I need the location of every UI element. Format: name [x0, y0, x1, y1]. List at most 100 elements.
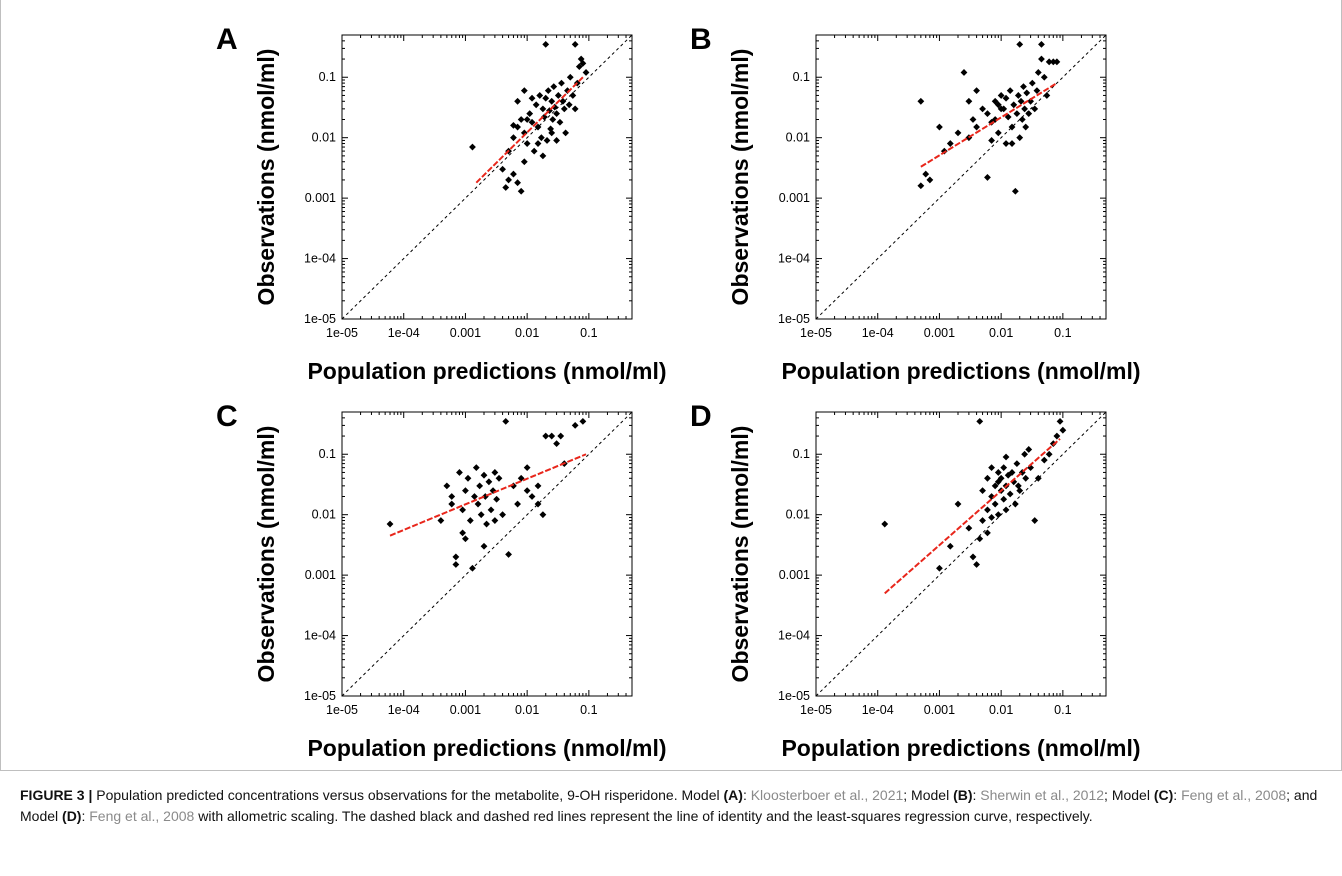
- y-tick-label: 0.01: [786, 131, 810, 145]
- data-point: [556, 118, 564, 126]
- data-point: [976, 535, 984, 543]
- data-point: [994, 511, 1002, 519]
- chart-panel-d: 1e-05 1e-04 0.001 0.01 0.1 1e-05 1e-04 0.001 0.0…: [690, 400, 1141, 761]
- citation-link[interactable]: Sherwin et al., 2012: [980, 787, 1105, 803]
- data-point: [1013, 110, 1021, 118]
- x-tick-label: 0.1: [580, 703, 597, 717]
- data-point: [1002, 94, 1010, 102]
- x-axis-title: Population predictions (nmol/ml): [781, 735, 1140, 761]
- caption-label: FIGURE 3 |: [20, 787, 93, 803]
- x-tick-label: 0.01: [989, 326, 1013, 340]
- data-point: [1034, 474, 1042, 482]
- data-point: [437, 517, 445, 524]
- y-tick-label: 1e-05: [304, 689, 336, 703]
- data-point: [539, 152, 547, 160]
- identity-line: [815, 411, 1107, 697]
- citation-link[interactable]: Feng et al., 2008: [1181, 787, 1287, 803]
- data-point: [1025, 446, 1033, 453]
- data-point: [1014, 482, 1022, 490]
- citation-link[interactable]: Kloosterboer et al., 2021: [750, 787, 904, 803]
- data-point: [1006, 87, 1014, 95]
- data-point: [462, 487, 469, 495]
- data-point: [979, 487, 986, 495]
- data-point: [984, 174, 991, 181]
- data-point: [1031, 517, 1039, 524]
- data-point: [994, 478, 1002, 486]
- data-point: [514, 179, 521, 187]
- data-point: [936, 123, 943, 131]
- caption-text: ; Model: [1104, 787, 1154, 803]
- data-point: [558, 79, 565, 87]
- data-point: [505, 551, 512, 558]
- data-point: [491, 469, 499, 476]
- x-tick-label: 0.1: [1054, 326, 1071, 340]
- data-point: [539, 511, 547, 519]
- identity-line: [815, 34, 1107, 320]
- y-tick-label: 1e-04: [304, 252, 336, 266]
- x-axis-title: Population predictions (nmol/ml): [307, 735, 666, 761]
- data-point: [1053, 58, 1061, 66]
- data-point: [1025, 110, 1033, 118]
- x-tick-label: 1e-05: [326, 703, 358, 717]
- data-point: [517, 116, 525, 123]
- data-point: [523, 116, 531, 123]
- data-point: [480, 471, 488, 479]
- x-tick-label: 1e-04: [388, 326, 420, 340]
- y-tick-label: 0.01: [312, 131, 336, 145]
- x-tick-label: 0.01: [515, 703, 539, 717]
- caption-text: ; Model: [903, 787, 954, 803]
- data-point: [542, 432, 550, 440]
- x-tick-label: 0.01: [515, 326, 539, 340]
- data-point: [1000, 464, 1008, 472]
- data-point: [1040, 73, 1048, 81]
- data-point: [954, 500, 962, 508]
- data-point: [477, 511, 485, 519]
- data-point: [448, 500, 456, 508]
- data-point: [386, 520, 394, 528]
- caption-text: :: [1173, 787, 1182, 803]
- data-point: [528, 94, 536, 102]
- y-tick-label: 0.001: [305, 568, 336, 582]
- data-point: [582, 69, 590, 76]
- data-point: [571, 105, 579, 113]
- data-point: [539, 105, 547, 113]
- y-tick-label: 1e-04: [304, 629, 336, 643]
- data-point: [1022, 474, 1030, 482]
- x-tick-label: 0.001: [450, 703, 481, 717]
- y-tick-label: 1e-04: [778, 252, 810, 266]
- data-point: [965, 97, 973, 105]
- plot-box: [341, 34, 633, 320]
- data-point: [459, 529, 467, 537]
- data-point: [474, 500, 482, 508]
- chart-panel-a: 1e-05 1e-04 0.001 0.01 0.1 1e-05 1e-04 0.001 0.0…: [216, 23, 667, 384]
- data-point: [575, 63, 583, 71]
- data-point: [532, 101, 540, 109]
- y-tick-label: 1e-05: [778, 312, 810, 326]
- caption-text: ; and Model: [20, 787, 1318, 824]
- identity-line: [341, 411, 633, 697]
- identity-line: [341, 34, 633, 320]
- data-point: [1059, 426, 1067, 434]
- data-point: [1021, 105, 1029, 113]
- caption-text: :: [81, 808, 90, 824]
- data-point: [542, 94, 550, 102]
- data-point: [922, 170, 930, 178]
- data-point: [510, 134, 517, 142]
- citation-link[interactable]: Feng et al., 2008: [89, 808, 195, 824]
- data-point: [1022, 123, 1030, 131]
- data-point: [557, 432, 565, 440]
- x-tick-label: 0.1: [1054, 703, 1071, 717]
- y-tick-label: 0.001: [779, 191, 810, 205]
- data-point: [559, 97, 567, 105]
- plot-box: [815, 411, 1107, 697]
- panel-letter: B: [690, 23, 712, 56]
- data-point: [881, 520, 889, 528]
- data-point: [493, 495, 501, 503]
- data-point: [1008, 123, 1016, 131]
- data-point: [997, 92, 1005, 99]
- y-tick-label: 0.001: [305, 191, 336, 205]
- data-point: [997, 105, 1005, 113]
- data-point: [547, 125, 555, 133]
- data-point: [510, 170, 517, 178]
- data-point: [571, 422, 579, 429]
